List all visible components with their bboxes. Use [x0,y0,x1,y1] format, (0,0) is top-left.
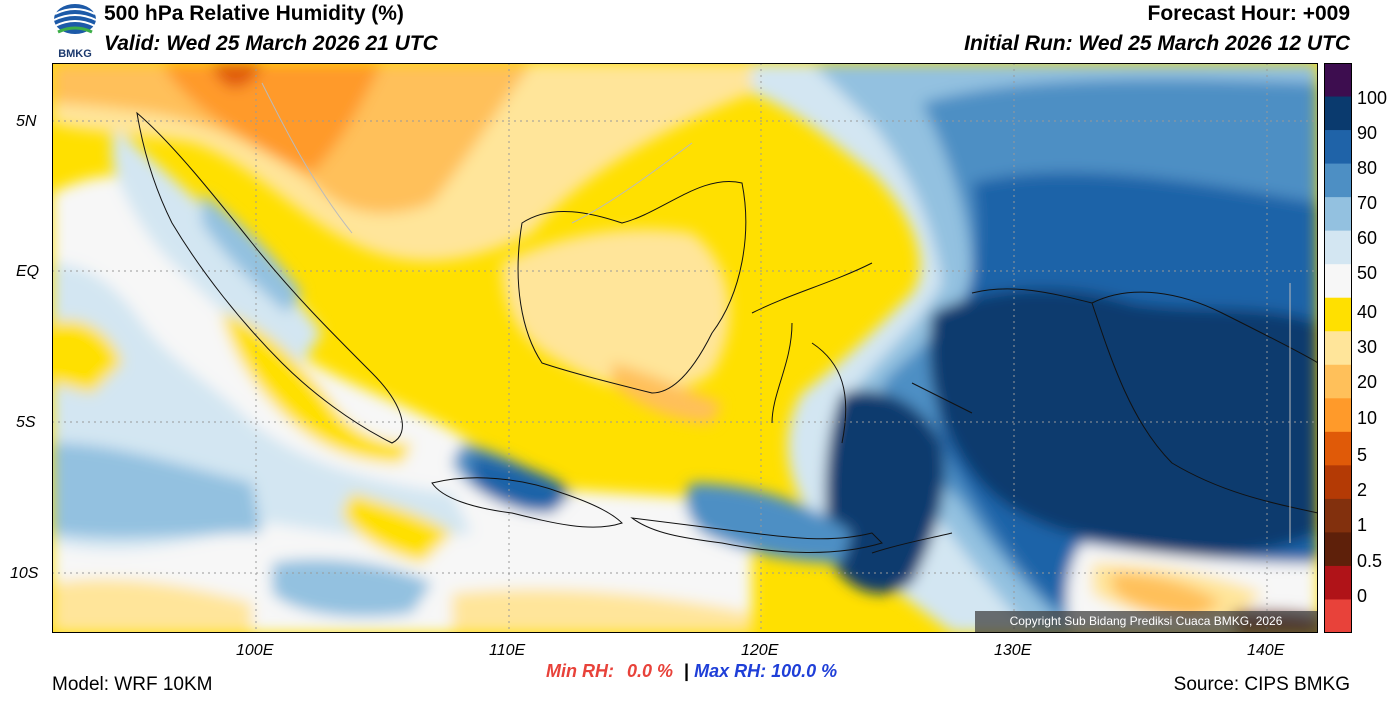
max-rh-label: Max RH: [694,661,767,681]
colorbar-label: 0.5 [1357,551,1383,571]
colorbar-label: 0 [1357,586,1368,606]
country-borders [261,82,1291,543]
source-label: Source: CIPS BMKG [1173,674,1350,695]
lon-label-110e: 110E [489,642,526,659]
colorbar-label: 60 [1357,228,1378,248]
lat-label-5s: 5S [16,414,36,431]
colorbar-swatch [1324,431,1352,466]
initial-run: Initial Run: Wed 25 March 2026 12 UTC [964,32,1350,55]
colorbar-swatch [1324,599,1352,633]
colorbar-label: 10 [1357,408,1378,428]
forecast-hour: Forecast Hour: +009 [1147,2,1351,25]
lon-label-140e: 140E [1247,642,1285,659]
colorbar-label: 2 [1357,480,1368,500]
colorbar [1324,63,1352,633]
colorbar-label: 20 [1357,372,1378,392]
chart-title: 500 hPa Relative Humidity (%) [104,2,404,25]
colorbar-swatch [1324,96,1352,131]
colorbar-label: 50 [1357,263,1378,283]
colorbar-swatch [1324,264,1352,299]
colorbar-swatch [1324,63,1352,98]
rh-stats: Min RH: 0.0 % | Max RH: 100.0 % [546,661,837,682]
logo-text: BMKG [58,48,92,60]
min-rh-label: Min RH: [546,661,614,681]
colorbar-swatch [1324,163,1352,198]
lon-label-130e: 130E [994,642,1032,659]
valid-time: Valid: Wed 25 March 2026 21 UTC [104,32,438,55]
max-rh-value: 100.0 % [771,661,838,681]
lat-label-10s: 10S [10,565,39,582]
copyright-notice: Copyright Sub Bidang Prediksi Cuaca BMKG… [975,611,1317,632]
colorbar-swatch [1324,565,1352,600]
bmkg-logo: BMKG [53,4,97,60]
colorbar-swatch [1324,498,1352,533]
min-rh-value: 0.0 % [627,661,674,681]
colorbar-swatch [1324,364,1352,399]
stats-separator: | [684,661,690,681]
colorbar-swatch [1324,465,1352,500]
lon-label-120e: 120E [741,642,779,659]
graticule [52,63,1318,633]
colorbar-swatch [1324,130,1352,165]
colorbar-label: 5 [1357,445,1368,465]
colorbar-swatch [1324,230,1352,265]
colorbar-label: 90 [1357,123,1378,143]
model-label: Model: WRF 10KM [52,674,213,695]
colorbar-swatch [1324,297,1352,332]
lon-label-100e: 100E [236,642,274,659]
humidity-field [52,63,1318,633]
colorbar-swatch [1324,197,1352,232]
colorbar-label: 30 [1357,337,1378,357]
colorbar-label: 40 [1357,302,1378,322]
colorbar-swatch [1324,398,1352,433]
colorbar-label: 100 [1357,88,1388,108]
colorbar-swatch [1324,331,1352,366]
colorbar-swatch [1324,532,1352,567]
colorbar-label: 80 [1357,158,1378,178]
coastlines [136,111,1318,554]
colorbar-label: 1 [1357,515,1368,535]
humidity-map [52,63,1318,633]
lat-label-5n: 5N [16,113,37,130]
colorbar-label: 70 [1357,193,1378,213]
lat-label-eq: EQ [16,263,40,280]
colorbar-border [1324,63,1352,633]
